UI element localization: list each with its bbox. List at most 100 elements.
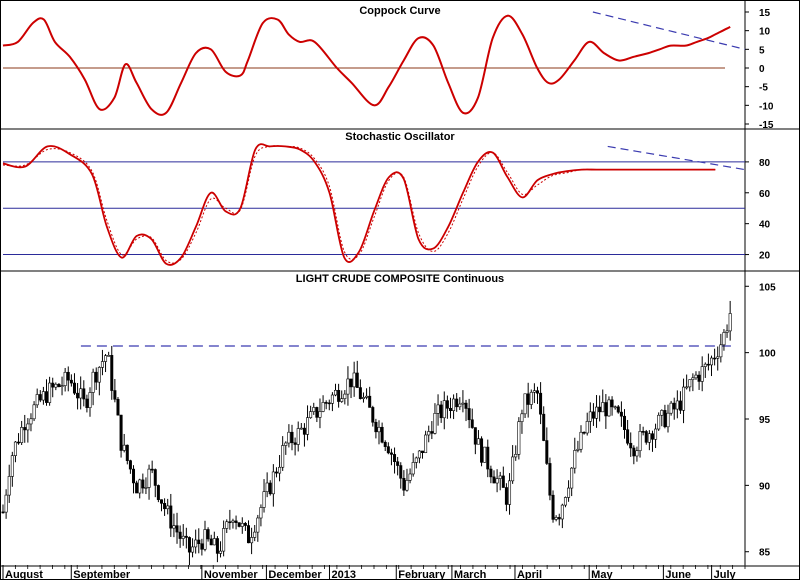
price-bar-body	[417, 450, 421, 459]
price-bar-body	[411, 462, 415, 475]
x-axis-label: March	[454, 569, 487, 580]
price-bar-body	[703, 363, 707, 367]
coppock-tick-label: 15	[759, 8, 771, 19]
price-bar-body	[259, 507, 263, 519]
price-bar-body	[20, 427, 24, 443]
price-bar-body	[66, 371, 70, 381]
price-bar-body	[4, 494, 8, 513]
price-bar-body	[54, 383, 58, 388]
price-bar-body	[408, 473, 412, 481]
x-axis-label: July	[714, 569, 737, 580]
price-bar-body	[29, 418, 33, 425]
stochastic-signal-line	[2, 145, 716, 264]
price-bar-body	[23, 427, 27, 431]
x-axis-label: May	[591, 569, 613, 580]
price-bar-body	[517, 421, 521, 455]
price-bar-body	[563, 497, 567, 506]
price-tick-label: 90	[759, 481, 771, 492]
price-bar-body	[498, 475, 502, 479]
coppock-tick-label: -15	[759, 120, 774, 131]
price-tick-label: 85	[759, 548, 771, 559]
price-bar-body	[610, 399, 614, 408]
price-bar-body	[122, 444, 126, 451]
price-bar-body	[346, 378, 350, 395]
price-bar-body	[100, 361, 104, 368]
price-bar-body	[728, 313, 732, 332]
price-bar-body	[349, 378, 353, 388]
price-bar-body	[147, 468, 151, 488]
price-bar-body	[343, 393, 347, 399]
price-bar-body	[697, 374, 701, 382]
price-bar-body	[650, 433, 654, 440]
price-bar-body	[312, 407, 316, 412]
x-axis-label: June	[665, 569, 691, 580]
stochastic-trendline	[607, 145, 746, 171]
price-bar-body	[573, 450, 577, 469]
price-bar-body	[72, 382, 76, 394]
price-bar-body	[458, 403, 462, 408]
price-bar-body	[334, 389, 338, 396]
price-bar-body	[194, 539, 198, 548]
price-bar-body	[567, 487, 571, 498]
price-bar-body	[706, 363, 710, 366]
price-bar-body	[209, 538, 213, 546]
price-bar-body	[591, 411, 595, 419]
price-bar-body	[153, 469, 157, 486]
price-bar-body	[138, 479, 142, 494]
price-bar-body	[635, 450, 639, 457]
price-bar-body	[82, 388, 86, 400]
coppock-tick-label: 10	[759, 27, 771, 38]
price-bar-body	[104, 355, 108, 362]
price-bar-body	[256, 517, 260, 533]
price-bar-body	[455, 398, 459, 408]
price-bar-body	[340, 398, 344, 402]
price-bar-body	[551, 494, 555, 520]
price-bar-body	[88, 392, 92, 408]
price-bar-body	[215, 538, 219, 554]
price-bar-body	[389, 452, 393, 455]
price-bar-body	[480, 438, 484, 463]
price-bar-body	[467, 408, 471, 421]
price-bar-body	[483, 446, 487, 463]
price-bar-body	[542, 413, 546, 441]
price-bar-body	[616, 406, 620, 413]
price-bar-body	[588, 411, 592, 422]
stochastic-title: Stochastic Oscillator	[345, 131, 455, 143]
price-bar-body	[293, 442, 297, 445]
price-bar-body	[632, 447, 636, 457]
price-bar-body	[511, 456, 515, 482]
stochastic-tick-label: 80	[759, 158, 771, 169]
price-bar-body	[76, 392, 80, 399]
price-bar-body	[197, 539, 201, 545]
price-bar-body	[486, 446, 490, 470]
price-bar-body	[374, 421, 378, 433]
price-bar-body	[386, 446, 390, 454]
price-bar-body	[619, 411, 623, 417]
price-bar-body	[399, 465, 403, 479]
price-bar-body	[405, 480, 409, 491]
price-bar-body	[178, 531, 182, 539]
price-bar-body	[663, 410, 667, 428]
price-bar-body	[672, 402, 676, 410]
price-bar-body	[430, 431, 434, 434]
price-bar-body	[570, 467, 574, 489]
price-bar-body	[268, 482, 272, 495]
price-bar-body	[371, 407, 375, 423]
price-bar-body	[156, 485, 160, 500]
price-tick-label: 105	[759, 282, 776, 293]
price-bar-body	[660, 410, 664, 416]
price-bar-body	[647, 433, 651, 443]
price-bar-body	[700, 366, 704, 382]
price-bar-body	[85, 398, 89, 408]
price-bar-body	[383, 441, 387, 447]
x-axis-label: 2013	[331, 569, 355, 580]
price-bar-body	[17, 441, 21, 444]
price-bar-body	[380, 426, 384, 443]
price-bar-body	[448, 407, 452, 411]
price-bar-body	[191, 546, 195, 553]
price-bar-body	[60, 385, 64, 388]
price-bar-body	[265, 482, 269, 492]
price-bar-body	[172, 525, 176, 529]
